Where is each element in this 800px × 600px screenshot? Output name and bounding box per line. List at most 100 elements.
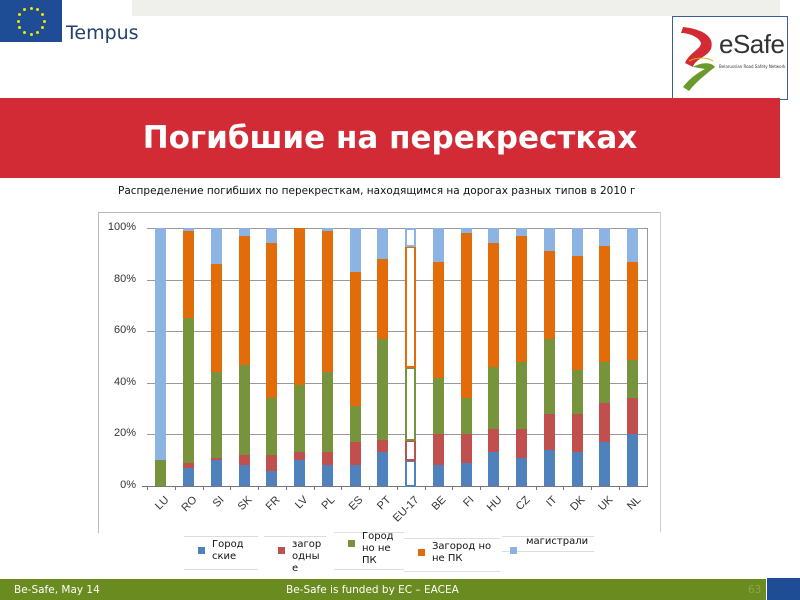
bar-segment [183, 230, 195, 319]
bar-lv [294, 228, 306, 486]
bar-es [349, 228, 361, 486]
x-tick [452, 486, 454, 490]
bar-segment [210, 457, 222, 461]
bar-segment [266, 455, 278, 471]
bar-segment [183, 318, 195, 463]
x-tick [313, 486, 315, 490]
bar-fi [460, 228, 472, 486]
bar-segment [377, 452, 389, 486]
x-tick [563, 486, 565, 490]
bar-segment [321, 452, 333, 466]
bar-it [543, 228, 555, 486]
bar-segment [155, 460, 167, 486]
bar-segment [599, 403, 611, 443]
x-tick [369, 486, 370, 490]
x-tick [591, 486, 592, 490]
bar-segment [321, 465, 333, 486]
bar-ro [183, 228, 195, 486]
legend-swatch-icon [198, 547, 205, 554]
star-icon [29, 6, 33, 10]
x-tick [507, 486, 509, 490]
bar-segment [405, 439, 417, 462]
x-tick [202, 486, 204, 490]
bar-segment [349, 442, 361, 466]
chart-frame [98, 212, 661, 533]
x-tick [396, 486, 398, 490]
bar-segment [183, 462, 195, 468]
bar-segment [543, 228, 555, 252]
star-icon [16, 19, 20, 23]
star-icon [29, 32, 33, 36]
x-tick [174, 486, 176, 490]
x-tick [618, 486, 620, 490]
bar-segment [516, 228, 528, 236]
bar-segment [238, 235, 250, 365]
x-tick [258, 486, 259, 490]
bar-segment [266, 470, 278, 486]
footer-date: Be-Safe, May 14 [14, 584, 100, 596]
bar-segment [405, 228, 417, 248]
bar-segment [627, 228, 639, 262]
bar-segment [460, 233, 472, 399]
bar-segment [238, 455, 250, 466]
bar-segment [627, 359, 639, 399]
bar-segment [460, 228, 472, 234]
star-icon [23, 30, 26, 34]
bar-hu [488, 228, 500, 486]
bar-fr [266, 228, 278, 486]
bar-segment [294, 452, 306, 461]
bar-segment [571, 369, 583, 414]
chart-frame-right [660, 212, 661, 532]
star-icon [40, 26, 44, 29]
bar-segment [210, 228, 222, 265]
gridline [147, 279, 647, 281]
bar-pl [321, 228, 333, 486]
bar-segment [460, 434, 472, 463]
bar-be [432, 228, 444, 486]
footer-funding: Be-Safe is funded by EC – EACEA [286, 584, 459, 596]
star-icon [36, 8, 39, 12]
legend-item: Загород но не ПК [404, 538, 500, 572]
bar-uk [599, 228, 611, 486]
bar-segment [294, 228, 306, 386]
y-tick-label: 60% [113, 324, 136, 337]
star-icon [18, 13, 22, 16]
tempus-label: Tempus [66, 22, 139, 44]
legend-swatch-icon [510, 547, 517, 554]
bar-segment [405, 367, 417, 441]
bar-segment [155, 228, 167, 461]
bar-segment [516, 457, 528, 486]
bar-segment [516, 235, 528, 363]
bar-segment [488, 367, 500, 430]
legend-label: Загород но не ПК [432, 541, 492, 564]
bar-segment [377, 439, 389, 453]
road-swoosh-icon [681, 27, 715, 91]
bar-segment [321, 228, 333, 231]
legend-label: Город ские [212, 539, 244, 562]
bar-segment [516, 429, 528, 458]
bar-segment [571, 452, 583, 486]
bar-segment [266, 243, 278, 399]
bar-segment [571, 228, 583, 257]
top-strip [132, 0, 780, 16]
bar-eu-17 [405, 228, 417, 487]
bar-segment [543, 251, 555, 339]
bar-segment [210, 372, 222, 458]
gridline [147, 434, 647, 436]
legend-item: Город ские [184, 536, 258, 570]
bar-segment [349, 228, 361, 272]
bar-segment [183, 228, 195, 231]
bar-segment [571, 256, 583, 370]
y-tick-label: 0% [120, 479, 136, 491]
logo-subtext: Belarussian Road Safety Network [719, 64, 786, 69]
title-banner: Погибшие на перекрестках [0, 98, 780, 178]
bar-dk [571, 228, 583, 486]
legend-item: Город но не ПК [334, 531, 404, 570]
star-icon [40, 13, 44, 16]
star-icon [18, 26, 22, 29]
bar-segment [599, 246, 611, 363]
bar-segment [488, 243, 500, 368]
bar-segment [599, 228, 611, 247]
bar-segment [349, 406, 361, 443]
bar-segment [543, 338, 555, 414]
